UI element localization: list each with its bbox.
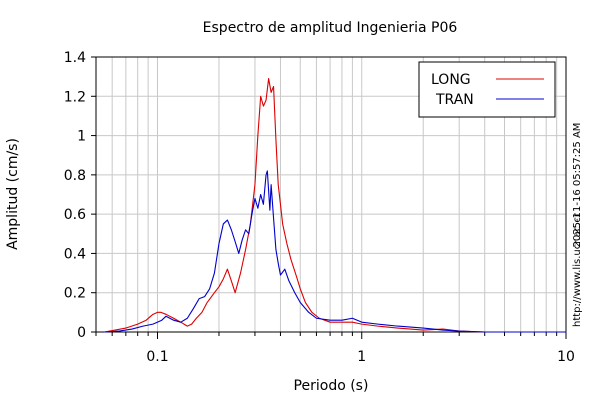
x-tick-label: 1 [357,349,366,365]
legend: LONG TRAN [418,61,556,118]
y-tick-label: 1.2 [64,89,86,105]
series-long-line [103,78,567,333]
y-tick-label: 0.4 [64,246,86,262]
website-text: http://www.lis.ucr.ac.cr [572,212,583,327]
timestamp-text: 2025-11-16 05:57:25 AM [572,123,583,248]
chart-title: Espectro de amplitud Ingenieria P06 [203,20,458,36]
x-tick-label: 10 [557,349,575,365]
y-tick-label: 0 [77,325,86,341]
series-tran-line [103,170,567,333]
grid-layer [95,56,567,332]
plot-frame [95,56,567,333]
series-layer [103,78,567,333]
y-tick-label: 1 [77,129,86,145]
y-tick-label: 1.4 [64,50,86,66]
y-tick-label: 0.2 [64,286,86,302]
y-tick-label: 0.6 [64,207,86,223]
legend-box [418,61,556,118]
y-tick-label: 0.8 [64,168,86,184]
legend-long-label: LONG [431,72,471,88]
legend-tran-label: TRAN [435,92,474,108]
y-axis-label: Amplitud (cm/s) [5,138,21,250]
tick-layer: 0 0.2 0.4 0.6 0.8 1 1.2 1.4 0.1 1 10 [64,50,575,365]
x-axis-label: Periodo (s) [294,378,369,394]
x-tick-label: 0.1 [146,349,168,365]
